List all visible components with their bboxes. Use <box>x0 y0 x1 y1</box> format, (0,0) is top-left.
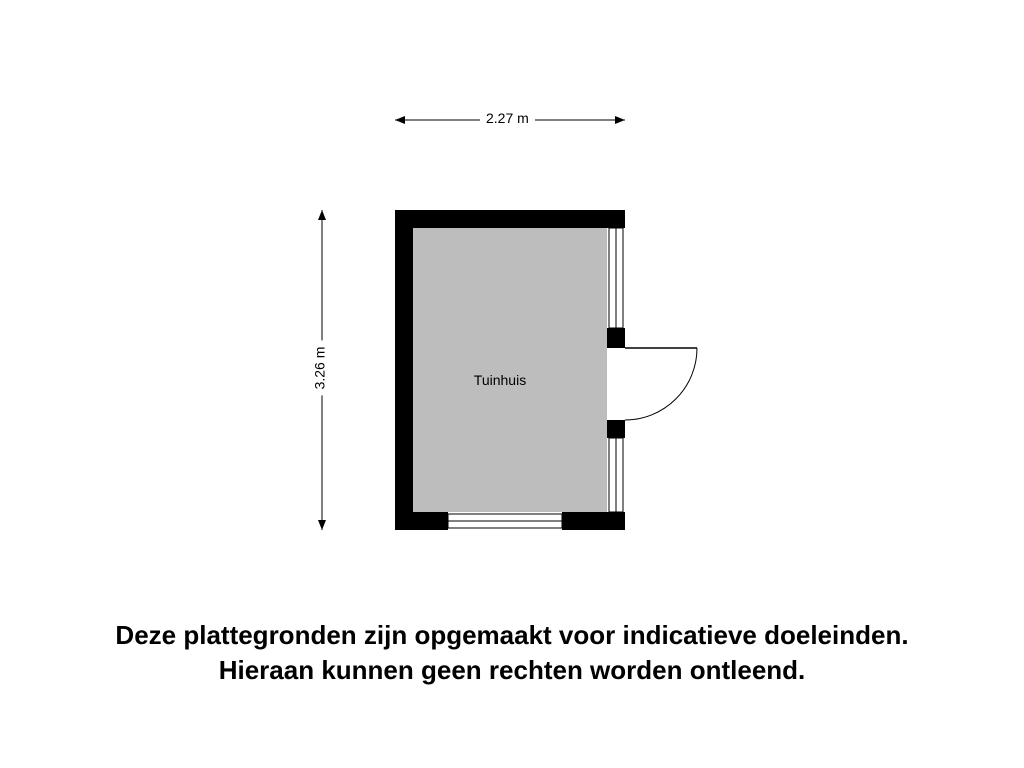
dimension-height-label: 3.26 m <box>311 341 327 396</box>
disclaimer-line-1: Deze plattegronden zijn opgemaakt voor i… <box>0 620 1024 651</box>
floorplan-canvas: 2.27 m 3.26 m Tuinhuis Deze plattegronde… <box>0 0 1024 768</box>
disclaimer-line-2: Hieraan kunnen geen rechten worden ontle… <box>0 655 1024 686</box>
dimension-width-label: 2.27 m <box>480 110 535 126</box>
room-label: Tuinhuis <box>460 372 540 388</box>
